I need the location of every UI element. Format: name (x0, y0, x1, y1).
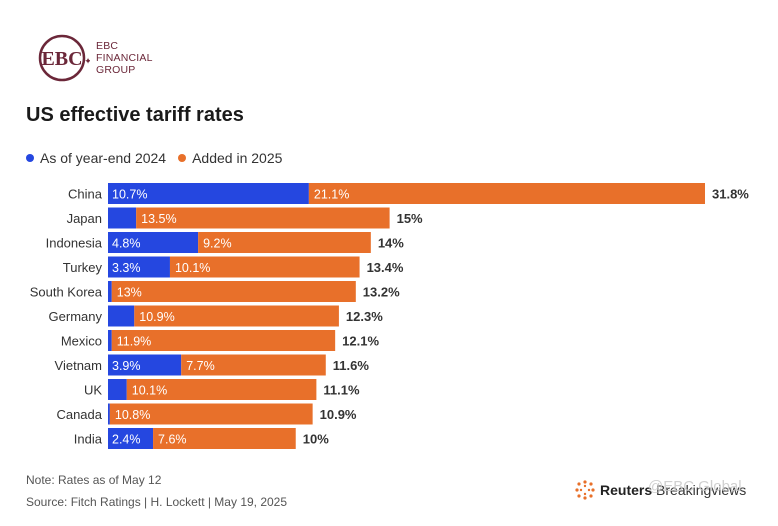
data-label-base: 3.3% (112, 261, 141, 275)
data-label-added: 13% (117, 286, 142, 300)
brand-name: EBC FINANCIAL GROUP (96, 40, 153, 76)
bar-base (108, 232, 199, 253)
bar-base (108, 183, 309, 204)
data-label-added: 10.9% (139, 310, 174, 324)
brand-name-line1: EBC (96, 40, 119, 52)
bar-added (308, 183, 705, 204)
bar-added (153, 428, 296, 449)
bar-base (108, 281, 112, 302)
total-label: 13.4% (367, 260, 404, 275)
data-label-added: 7.7% (186, 359, 215, 373)
legend-item-base: As of year-end 2024 (26, 150, 166, 166)
legend-dot-base-icon (26, 154, 34, 162)
brand-name-line2: FINANCIAL (96, 52, 153, 64)
bar-base (108, 354, 182, 376)
chart-legend: As of year-end 2024 Added in 2025 (26, 150, 294, 166)
category-label: Turkey (63, 260, 103, 275)
legend-label-added: Added in 2025 (192, 150, 283, 166)
svg-text:EBC: EBC (41, 48, 82, 70)
category-label: China (68, 187, 103, 202)
legend-dot-added-icon (178, 154, 187, 162)
bar-base (108, 207, 137, 229)
total-label: 11.1% (323, 383, 360, 398)
chart-title: US effective tariff rates (26, 104, 244, 126)
bar-base (108, 256, 170, 278)
bar-added (109, 403, 313, 425)
bar-base (108, 403, 110, 425)
bar-added (111, 330, 336, 351)
total-label: 10.9% (320, 407, 357, 422)
total-label: 14% (378, 236, 404, 251)
data-label-added: 10.8% (115, 408, 150, 422)
data-label-base: 2.4% (112, 433, 141, 447)
reuters-breakingviews-logo: Reuters Breakingviews (574, 479, 746, 501)
bar-added (111, 281, 356, 302)
brand-rest: Breakingviews (652, 482, 747, 498)
bar-added (169, 256, 360, 278)
category-label: Mexico (61, 334, 102, 349)
ebc-logo: EBC ✦ (38, 34, 92, 91)
data-label-base: 3.9% (112, 359, 141, 373)
data-label-base: 10.7% (112, 188, 147, 202)
data-label-added: 9.2% (203, 237, 232, 251)
total-label: 13.2% (363, 285, 400, 300)
category-label: Canada (56, 407, 102, 422)
bar-base (108, 330, 112, 351)
total-label: 12.3% (346, 309, 383, 324)
total-label: 12.1% (342, 334, 379, 349)
total-label: 10% (303, 432, 329, 447)
category-label: Vietnam (55, 358, 102, 373)
bar-chart: China 10.7% 21.1% 31.8% Japan 13.5% 15% Indones… (30, 183, 749, 449)
category-label: South Korea (30, 285, 103, 300)
bar-base (108, 305, 135, 327)
svg-text:✦: ✦ (84, 56, 90, 66)
data-label-base: 4.8% (112, 237, 141, 251)
brand-bold: Reuters (600, 482, 653, 498)
data-label-added: 10.1% (175, 261, 210, 275)
chart-source: Source: Fitch Ratings | H. Lockett | May… (26, 495, 288, 509)
category-label: UK (84, 383, 102, 398)
watermark: @EBC Global (648, 478, 742, 495)
data-label-added: 13.5% (141, 212, 176, 226)
legend-item-added: Added in 2025 (178, 150, 282, 166)
bar-added (126, 379, 317, 400)
total-label: 31.8% (712, 187, 749, 202)
data-label-added: 7.6% (158, 433, 187, 447)
total-label: 11.6% (333, 358, 370, 373)
total-label: 15% (397, 211, 423, 226)
bar-base (108, 379, 127, 400)
category-label: Japan (67, 211, 102, 226)
bar-added (134, 305, 339, 327)
bar-added (181, 354, 326, 376)
bar-added (198, 232, 371, 253)
category-label: Indonesia (46, 236, 103, 251)
category-label: India (74, 432, 103, 447)
data-label-added: 11.9% (117, 335, 152, 349)
bar-added (136, 207, 390, 229)
category-label: Germany (49, 309, 103, 324)
reuters-dots-icon (575, 480, 595, 500)
chart-note: Note: Rates as of May 12 (26, 473, 162, 487)
legend-label-base: As of year-end 2024 (40, 150, 167, 166)
data-label-added: 21.1% (314, 188, 349, 202)
bar-base (108, 428, 154, 449)
data-label-added: 10.1% (132, 384, 167, 398)
brand-name-line3: GROUP (96, 64, 136, 76)
